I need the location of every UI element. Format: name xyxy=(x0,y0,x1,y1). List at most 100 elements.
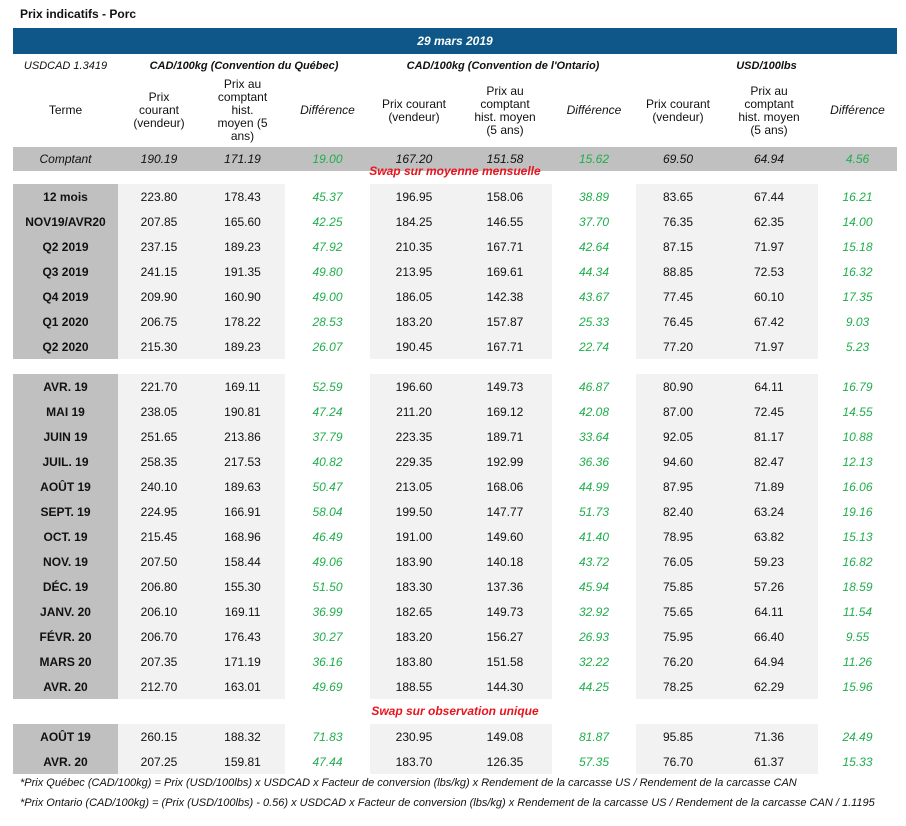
cell-us-prix-courant: 88.85 xyxy=(636,259,720,284)
table-row: AVR. 19 221.70 169.11 52.59 196.60 149.73 46.8… xyxy=(13,374,897,399)
cell-us-diff: 18.59 xyxy=(842,579,873,594)
cell-on-diff: 41.40 xyxy=(578,529,610,544)
table-row: AOÛT 19 240.10 189.63 50.47 213.05 168.06 44.9… xyxy=(13,474,897,499)
cell-on-hist: 149.73 xyxy=(458,599,552,624)
cell-on-diff: 45.94 xyxy=(578,579,610,594)
table-row: Q1 2020 206.75 178.22 28.53 183.20 157.87 25.3… xyxy=(13,309,897,334)
table-row: AOÛT 19 260.15 188.32 71.83 230.95 149.08 81.8… xyxy=(13,724,897,749)
header-table: USDCAD 1.3419 CAD/100kg (Convention du Q… xyxy=(13,54,898,171)
cell-us-hist: 63.24 xyxy=(720,499,818,524)
cell-on-prix-courant: 213.95 xyxy=(370,259,458,284)
table-row: Q2 2020 215.30 189.23 26.07 190.45 167.71 22.7… xyxy=(13,334,897,359)
monthly-swap-table: 12 mois 223.80 178.43 45.37 196.95 158.06 38.8… xyxy=(13,184,897,359)
cell-qc-diff: 49.80 xyxy=(312,264,343,279)
cell-qc-hist: 171.19 xyxy=(200,147,285,171)
cell-on-prix-courant: 183.90 xyxy=(370,549,458,574)
cell-term: AVR. 20 xyxy=(13,749,118,774)
cell-qc-prix-courant: 251.65 xyxy=(118,424,200,449)
cell-on-prix-courant: 191.00 xyxy=(370,524,458,549)
header-diff: Différence xyxy=(566,103,622,117)
table-row: MARS 20 207.35 171.19 36.16 183.80 151.58 32.2… xyxy=(13,649,897,674)
cell-on-diff: 51.73 xyxy=(578,504,610,519)
cell-us-diff: 16.79 xyxy=(842,379,873,394)
cell-term: FÉVR. 20 xyxy=(13,624,118,649)
cell-us-hist: 62.29 xyxy=(720,674,818,699)
cell-term: NOV. 19 xyxy=(13,549,118,574)
cell-us-prix-courant: 76.20 xyxy=(636,649,720,674)
single-observation-table: AOÛT 19 260.15 188.32 71.83 230.95 149.08 81.8… xyxy=(13,724,897,774)
cell-qc-prix-courant: 206.80 xyxy=(118,574,200,599)
cell-us-diff: 15.33 xyxy=(842,754,873,769)
cell-us-prix-courant: 78.95 xyxy=(636,524,720,549)
cell-us-diff: 5.23 xyxy=(845,339,870,354)
cell-qc-diff: 47.92 xyxy=(312,239,343,254)
cell-qc-prix-courant: 212.70 xyxy=(118,674,200,699)
cell-on-diff: 81.87 xyxy=(578,729,610,744)
cell-qc-diff: 36.99 xyxy=(312,604,343,619)
cell-qc-prix-courant: 240.10 xyxy=(118,474,200,499)
cell-qc-diff: 71.83 xyxy=(312,729,343,744)
group-usd: USD/100lbs xyxy=(736,60,797,72)
cell-qc-prix-courant: 221.70 xyxy=(118,374,200,399)
cell-on-prix-courant: 211.20 xyxy=(370,399,458,424)
cell-us-diff: 16.82 xyxy=(842,554,873,569)
cell-us-hist: 81.17 xyxy=(720,424,818,449)
cell-term: NOV19/AVR20 xyxy=(13,209,118,234)
cell-qc-diff: 36.16 xyxy=(312,654,343,669)
cell-on-diff: 36.36 xyxy=(578,454,610,469)
header-hist: Prix au comptant hist. moyen (5 ans) xyxy=(217,77,268,143)
cell-term: JUIL. 19 xyxy=(13,449,118,474)
cell-us-prix-courant: 76.70 xyxy=(636,749,720,774)
cell-qc-hist: 169.11 xyxy=(200,374,285,399)
cell-us-diff: 9.03 xyxy=(845,314,870,329)
cell-qc-hist: 217.53 xyxy=(200,449,285,474)
cell-term: MAI 19 xyxy=(13,399,118,424)
cell-on-diff: 44.99 xyxy=(578,479,610,494)
cell-on-diff: 32.92 xyxy=(578,604,610,619)
cell-us-prix-courant: 76.05 xyxy=(636,549,720,574)
cell-qc-diff: 19.00 xyxy=(285,147,370,171)
cell-on-prix-courant: 167.20 xyxy=(370,147,458,171)
cell-on-diff: 15.62 xyxy=(552,147,636,171)
cell-on-hist: 151.58 xyxy=(458,147,552,171)
cell-term: AVR. 19 xyxy=(13,374,118,399)
cell-us-prix-courant: 76.45 xyxy=(636,309,720,334)
cell-qc-hist: 169.11 xyxy=(200,599,285,624)
cell-term: AVR. 20 xyxy=(13,674,118,699)
cell-on-diff: 43.67 xyxy=(578,289,610,304)
cell-qc-diff: 26.07 xyxy=(312,339,343,354)
footnote-quebec: *Prix Québec (CAD/100kg) = Prix (USD/100… xyxy=(20,777,797,789)
cell-term: JUIN 19 xyxy=(13,424,118,449)
cell-us-hist: 64.11 xyxy=(720,374,818,399)
cell-us-hist: 67.42 xyxy=(720,309,818,334)
cell-qc-prix-courant: 190.19 xyxy=(118,147,200,171)
cell-us-hist: 67.44 xyxy=(720,184,818,209)
table-row: NOV. 19 207.50 158.44 49.06 183.90 140.18 43.7… xyxy=(13,549,897,574)
cell-us-hist: 71.36 xyxy=(720,724,818,749)
cell-qc-prix-courant: 206.70 xyxy=(118,624,200,649)
table-row: OCT. 19 215.45 168.96 46.49 191.00 149.60 41.4… xyxy=(13,524,897,549)
table-row: DÉC. 19 206.80 155.30 51.50 183.30 137.36 45.9… xyxy=(13,574,897,599)
cell-on-diff: 42.08 xyxy=(578,404,610,419)
cell-us-prix-courant: 95.85 xyxy=(636,724,720,749)
cell-on-prix-courant: 213.05 xyxy=(370,474,458,499)
cell-us-diff: 10.88 xyxy=(842,429,873,444)
cell-on-hist: 169.61 xyxy=(458,259,552,284)
cell-term: Q2 2020 xyxy=(13,334,118,359)
cell-us-diff: 4.56 xyxy=(818,147,898,171)
header-hist: Prix au comptant hist. moyen (5 ans) xyxy=(474,83,536,137)
cell-qc-hist: 189.23 xyxy=(200,334,285,359)
cell-on-hist: 146.55 xyxy=(458,209,552,234)
cell-on-hist: 156.27 xyxy=(458,624,552,649)
cell-qc-prix-courant: 207.25 xyxy=(118,749,200,774)
cell-us-hist: 57.26 xyxy=(720,574,818,599)
cell-qc-hist: 160.90 xyxy=(200,284,285,309)
cell-qc-prix-courant: 224.95 xyxy=(118,499,200,524)
cell-qc-prix-courant: 207.50 xyxy=(118,549,200,574)
cell-us-hist: 72.45 xyxy=(720,399,818,424)
cell-qc-hist: 171.19 xyxy=(200,649,285,674)
cell-on-diff: 44.25 xyxy=(578,679,610,694)
cell-us-diff: 19.16 xyxy=(842,504,873,519)
header-prix-courant: Prix courant (vendeur) xyxy=(381,96,447,124)
table-row: 12 mois 223.80 178.43 45.37 196.95 158.06 38.8… xyxy=(13,184,897,209)
